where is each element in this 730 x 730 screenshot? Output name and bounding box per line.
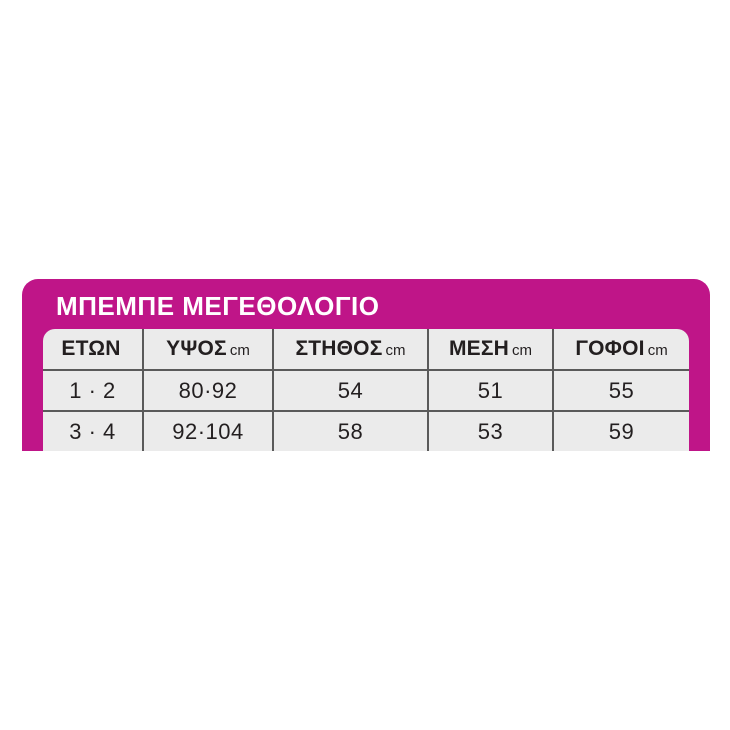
column-header-chest: ΣΤΗΘΟΣ cm <box>273 329 429 371</box>
column-header-waist-label: ΜΕΣΗ <box>448 337 510 360</box>
column-header-waist-unit: cm <box>512 342 533 359</box>
table-header-row: ΕΤΩΝ ΥΨΟΣ cm ΣΤΗΘΟΣ cm ΜΕΣΗ cm ΓΟΦΟΙ cm <box>43 329 689 371</box>
table-row: 1 · 2 80·92 54 51 55 <box>43 370 689 412</box>
cell-waist: 51 <box>428 370 554 412</box>
column-header-waist: ΜΕΣΗ cm <box>428 329 554 371</box>
column-header-height: ΥΨΟΣ cm <box>143 329 274 371</box>
column-header-chest-label: ΣΤΗΘΟΣ <box>295 337 383 360</box>
column-header-hips: ΓΟΦΟΙ cm <box>553 329 689 371</box>
table-row: 3 · 4 92·104 58 53 59 <box>43 411 689 451</box>
cell-waist: 53 <box>428 411 554 451</box>
size-table: ΕΤΩΝ ΥΨΟΣ cm ΣΤΗΘΟΣ cm ΜΕΣΗ cm ΓΟΦΟΙ cm 1 · … <box>43 329 689 451</box>
column-header-hips-label: ΓΟΦΟΙ <box>575 337 645 360</box>
column-header-chest-unit: cm <box>385 342 406 359</box>
column-header-age-label: ΕΤΩΝ <box>61 337 121 360</box>
page-title: ΜΠΕΜΠΕ ΜΕΓΕΘΟΛΟΓΙΟ <box>56 291 380 321</box>
cell-hips: 59 <box>608 419 635 444</box>
size-table-container: ΕΤΩΝ ΥΨΟΣ cm ΣΤΗΘΟΣ cm ΜΕΣΗ cm ΓΟΦΟΙ cm 1 · … <box>43 329 689 451</box>
cell-hips: 55 <box>553 370 689 412</box>
cell-chest: 54 <box>273 370 429 412</box>
cell-chest: 58 <box>273 411 429 451</box>
cell-height: 92·104 <box>143 411 274 451</box>
column-header-hips-unit: cm <box>647 342 668 359</box>
column-header-age: ΕΤΩΝ <box>43 329 144 371</box>
cell-height: 80·92 <box>143 370 274 412</box>
cell-age: 3 · 4 <box>43 411 144 451</box>
size-chart-panel: ΜΠΕΜΠΕ ΜΕΓΕΘΟΛΟΓΙΟ ΕΤΩΝ ΥΨΟΣ cm ΣΤΗΘΟΣ cm … <box>22 279 710 451</box>
column-header-height-label: ΥΨΟΣ <box>166 337 227 360</box>
column-header-height-unit: cm <box>229 342 250 359</box>
cell-age: 1 · 2 <box>43 370 144 412</box>
